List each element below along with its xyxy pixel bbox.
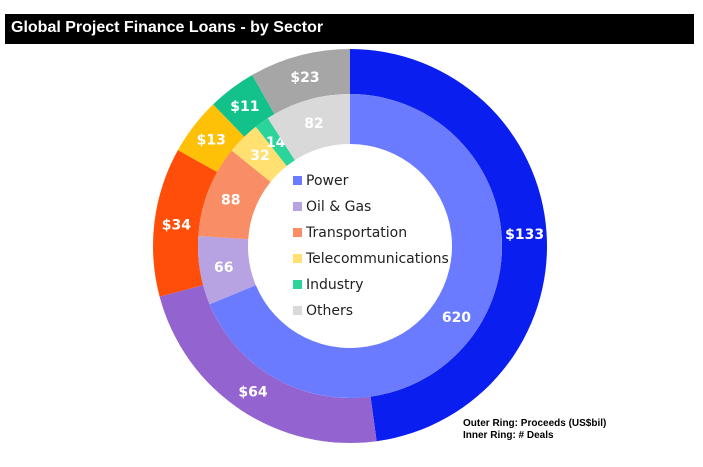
inner-label-others: 82 [304, 116, 323, 132]
inner-slice-telecommunications [231, 126, 287, 182]
inner-slice-others [267, 94, 350, 161]
inner-label-power: 620 [442, 310, 471, 326]
inner-ring-note: Inner Ring: # Deals [463, 430, 554, 441]
legend-label-oil-gas: Oil & Gas [306, 199, 371, 215]
inner-label-oil-gas: 66 [214, 260, 233, 276]
inner-slice-power [209, 94, 502, 399]
legend-swatch-telecommunications [293, 254, 302, 263]
legend-swatch-industry [293, 280, 302, 289]
outer-slice-telecommunications [177, 104, 245, 172]
outer-label-others: $23 [290, 70, 319, 86]
outer-label-telecommunications: $13 [197, 132, 226, 148]
outer-slice-transportation [153, 150, 218, 297]
outer-ring-note: Outer Ring: Proceeds (US$bil) [463, 418, 607, 429]
inner-slice-oil-gas [198, 235, 256, 305]
inner-label-telecommunications: 32 [250, 148, 269, 164]
chart-title: Global Project Finance Loans - by Sector [11, 19, 324, 36]
outer-label-transportation: $34 [162, 217, 191, 233]
outer-label-power: $133 [505, 227, 544, 243]
legend-label-transportation: Transportation [305, 225, 407, 241]
legend-swatch-others [293, 306, 302, 315]
legend-label-power: Power [306, 173, 349, 189]
outer-slice-industry [213, 75, 275, 137]
legend-label-industry: Industry [306, 277, 364, 293]
legend-swatch-transportation [293, 228, 302, 237]
inner-slice-transportation [198, 150, 271, 240]
inner-label-transportation: 88 [221, 192, 240, 208]
outer-label-oil-gas: $64 [238, 385, 267, 401]
legend-swatch-oil-gas [293, 202, 302, 211]
outer-label-industry: $11 [230, 99, 259, 115]
legend-label-telecommunications: Telecommunications [305, 251, 449, 267]
legend-label-others: Others [306, 303, 353, 319]
outer-slice-others [252, 49, 350, 115]
outer-slice-oil-gas [159, 285, 377, 443]
inner-slice-industry [255, 118, 295, 166]
legend-swatch-power [293, 176, 302, 185]
inner-label-industry: 14 [266, 135, 286, 151]
outer-slice-power [350, 49, 548, 442]
chart-title-bar: Global Project Finance Loans - by Sector [5, 14, 694, 44]
